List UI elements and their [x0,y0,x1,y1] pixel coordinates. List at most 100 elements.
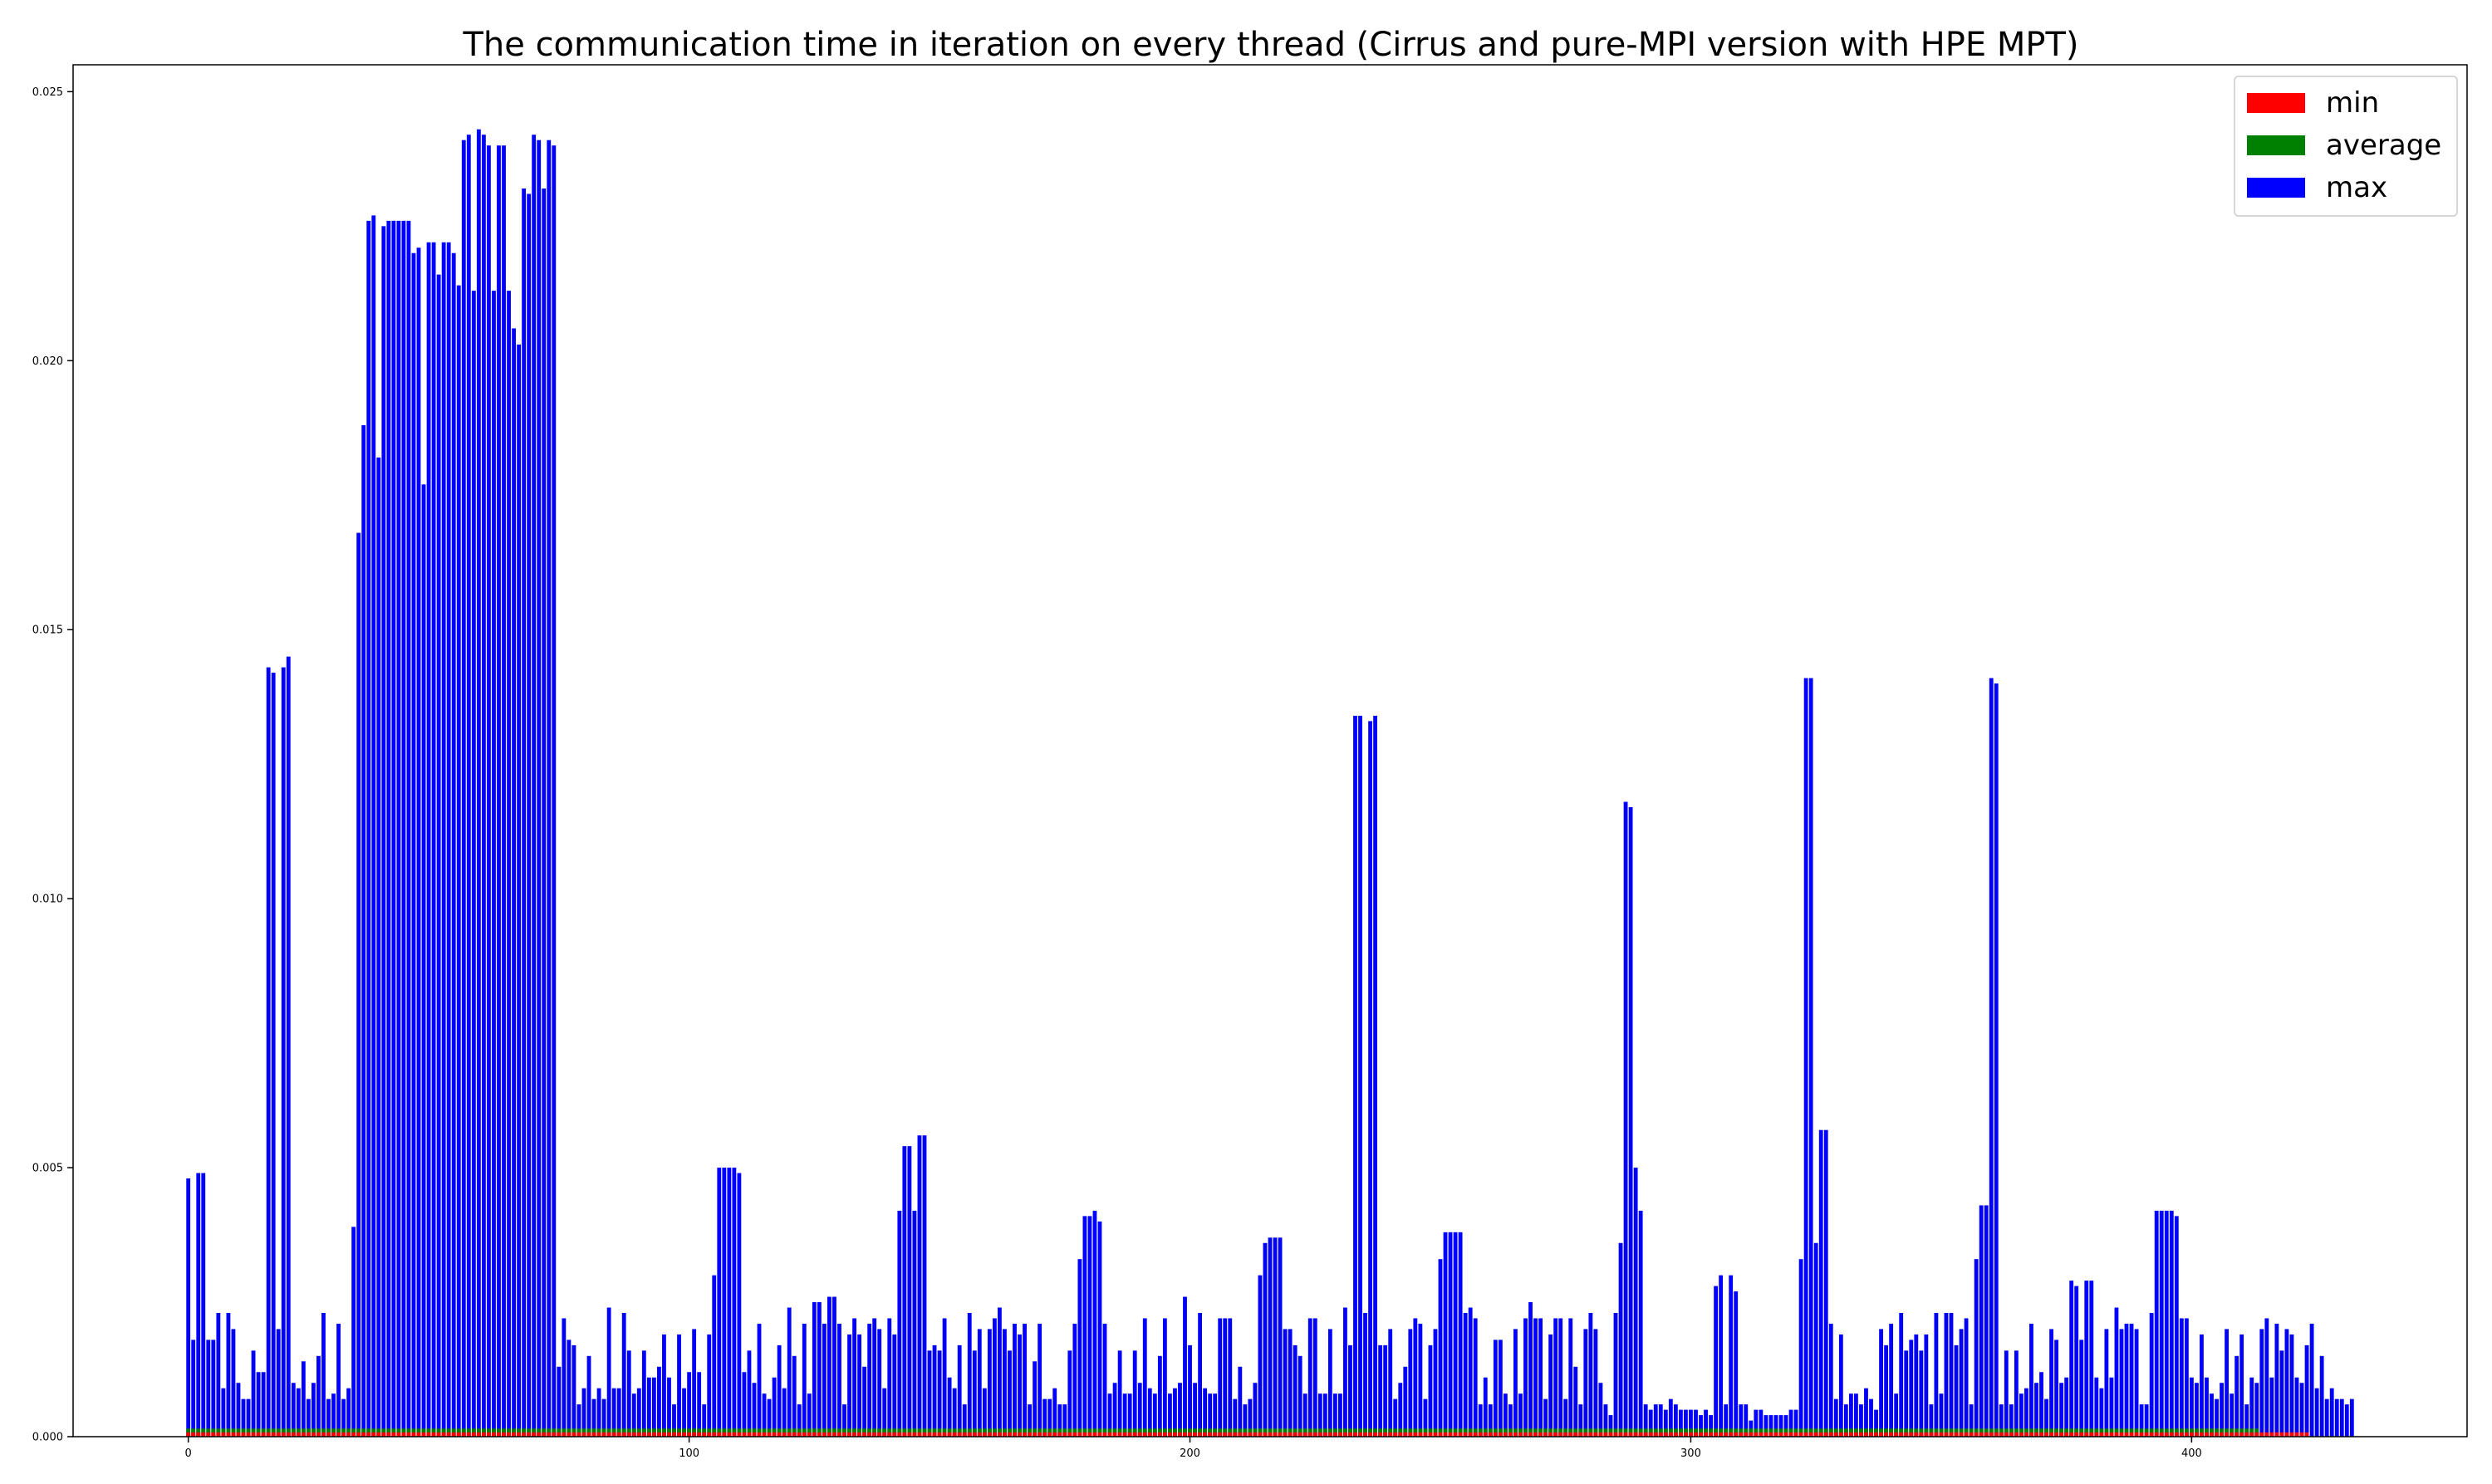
bar-max-336 [1869,1398,1873,1437]
bar-min-42 [396,1432,401,1437]
bar-min-32 [346,1432,351,1437]
bar-max-372 [2049,1329,2053,1437]
bar-max-213 [1253,1383,1258,1437]
bar-max-354 [1959,1329,1964,1437]
bar-max-344 [1909,1340,1914,1437]
bar-min-162 [998,1432,1002,1437]
bar-max-362 [1999,1404,2004,1437]
bar-max-260 [1488,1404,1493,1437]
bar-max-169 [1033,1361,1038,1437]
bar-max-255 [1463,1313,1468,1437]
bar-min-292 [1648,1432,1653,1437]
bar-max-237 [1373,715,1378,1437]
bar-max-384 [2109,1377,2114,1437]
bar-min-408 [2230,1432,2234,1437]
bar-min-87 [621,1432,626,1437]
bar-max-75 [562,1318,567,1437]
bar-max-285 [1613,1313,1618,1437]
bar-min-44 [406,1432,411,1437]
bar-min-402 [2200,1432,2204,1437]
bar-min-286 [1618,1432,1623,1437]
bar-max-38 [376,457,381,1437]
bar-min-128 [827,1432,831,1437]
bar-min-62 [497,1432,501,1437]
bar-min-291 [1643,1432,1648,1437]
bar-min-192 [1147,1432,1152,1437]
bar-min-400 [2189,1432,2194,1437]
bar-max-103 [702,1404,707,1437]
bar-max-68 [527,193,532,1437]
bar-min-173 [1052,1432,1057,1437]
bar-max-369 [2034,1383,2038,1437]
bar-min-16 [266,1432,271,1437]
bar-max-239 [1383,1344,1388,1437]
bar-max-277 [1573,1366,1578,1437]
bar-max-116 [767,1398,772,1437]
bar-min-85 [611,1432,616,1437]
bar-max-243 [1403,1366,1408,1437]
bar-min-205 [1213,1432,1218,1437]
bar-max-131 [842,1404,846,1437]
bar-min-127 [822,1432,827,1437]
bar-min-45 [411,1432,416,1437]
bar-max-340 [1889,1323,1894,1437]
bar-min-259 [1483,1432,1488,1437]
bar-min-363 [2004,1432,2009,1437]
bar-max-226 [1317,1393,1322,1437]
bar-min-237 [1373,1432,1378,1437]
bar-min-326 [1818,1432,1823,1437]
bar-max-410 [2239,1334,2244,1437]
bar-min-116 [767,1432,772,1437]
bar-min-33 [351,1432,356,1437]
bar-min-103 [702,1432,707,1437]
bar-min-23 [301,1432,306,1437]
bar-min-248 [1428,1432,1433,1437]
bar-min-185 [1112,1432,1117,1437]
bar-max-202 [1198,1313,1202,1437]
bar-max-201 [1193,1383,1197,1437]
bar-max-142 [897,1210,902,1437]
bar-max-396 [2169,1210,2174,1437]
bar-max-216 [1268,1237,1273,1437]
bar-max-41 [391,220,396,1437]
bar-min-176 [1067,1432,1072,1437]
bar-max-50 [436,274,441,1437]
bar-min-226 [1317,1432,1322,1437]
bar-min-53 [451,1432,456,1437]
bar-max-165 [1013,1323,1017,1437]
bar-min-370 [2039,1432,2043,1437]
bar-max-289 [1633,1168,1638,1437]
bar-max-137 [872,1318,877,1437]
bar-min-90 [636,1432,641,1437]
bar-max-193 [1152,1393,1157,1437]
bar-max-53 [451,252,456,1437]
bar-min-331 [1843,1432,1848,1437]
bar-max-234 [1358,715,1362,1437]
bar-min-195 [1162,1432,1167,1437]
bar-max-151 [942,1318,947,1437]
legend-label-average: average [2326,129,2441,162]
bar-max-330 [1838,1334,1843,1437]
bar-min-95 [662,1432,666,1437]
bar-min-149 [932,1432,937,1437]
bar-min-352 [1949,1432,1954,1437]
bar-min-79 [581,1432,586,1437]
bar-max-271 [1543,1398,1548,1437]
bar-min-136 [867,1432,872,1437]
bar-max-123 [802,1323,807,1437]
bar-min-246 [1418,1432,1423,1437]
bar-max-333 [1854,1393,1858,1437]
bar-max-347 [1924,1334,1929,1437]
bar-min-345 [1914,1432,1919,1437]
bar-max-379 [2084,1281,2089,1437]
bar-max-94 [657,1366,661,1437]
bar-max-8 [226,1313,231,1437]
bar-max-63 [502,145,506,1437]
bar-max-390 [2139,1404,2144,1437]
bar-min-167 [1023,1432,1027,1437]
bar-max-247 [1423,1398,1428,1437]
bar-max-172 [1047,1398,1052,1437]
bars-layer [186,129,2354,1437]
bar-max-364 [2009,1404,2014,1437]
